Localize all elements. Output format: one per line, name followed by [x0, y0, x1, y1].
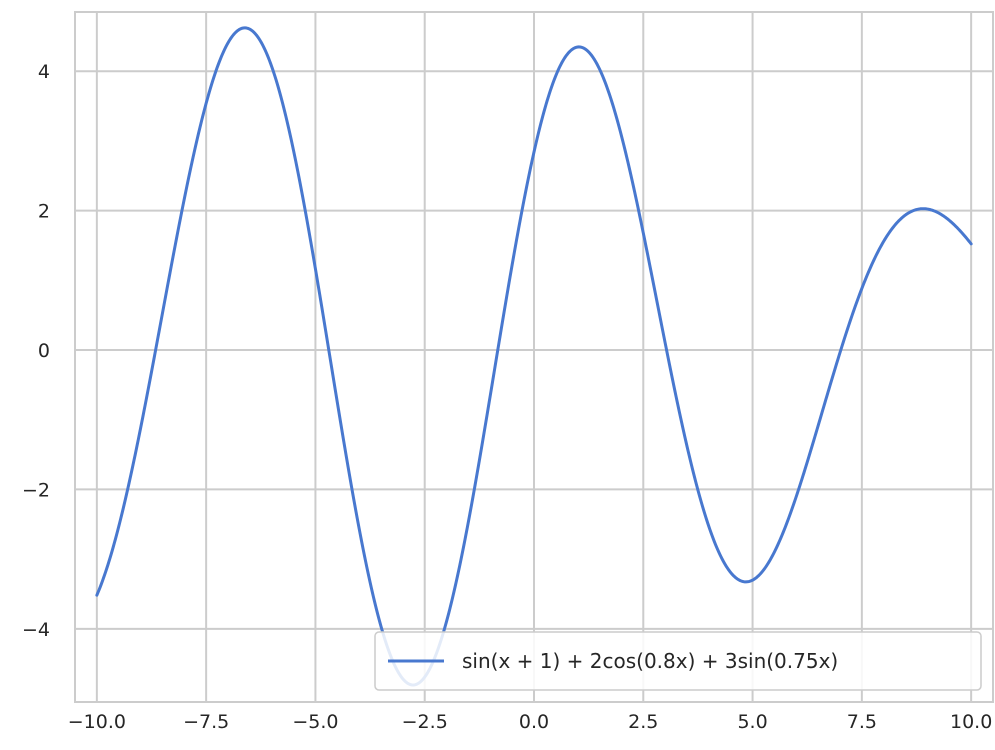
grid	[75, 12, 993, 702]
x-tick-label: 10.0	[950, 711, 992, 733]
series-layer	[95, 26, 973, 687]
x-tick-label: 7.5	[847, 711, 877, 733]
plot-area-frame	[74, 11, 994, 703]
x-tick-label: −10.0	[68, 711, 126, 733]
y-tick-label: 4	[38, 61, 50, 83]
series-line	[95, 26, 973, 687]
y-tick-label: −2	[22, 479, 50, 501]
x-axis-ticks: −10.0 −7.5 −5.0 −2.5 0.0 2.5 5.0 7.5 10.0	[68, 711, 993, 733]
x-tick-label: 0.0	[519, 711, 549, 733]
y-tick-label: 0	[38, 340, 50, 362]
legend-label: sin(x + 1) + 2cos(0.8x) + 3sin(0.75x)	[462, 649, 838, 673]
y-tick-label: 2	[38, 201, 50, 223]
x-tick-label: 2.5	[628, 711, 658, 733]
x-tick-label: 5.0	[737, 711, 767, 733]
legend: sin(x + 1) + 2cos(0.8x) + 3sin(0.75x)	[374, 631, 982, 691]
x-tick-label: −5.0	[292, 711, 338, 733]
legend-box	[374, 631, 982, 691]
y-axis-ticks: 4 2 0 −2 −4	[22, 61, 50, 641]
y-tick-label: −4	[22, 619, 50, 641]
x-tick-label: −2.5	[402, 711, 448, 733]
x-tick-label: −7.5	[183, 711, 229, 733]
